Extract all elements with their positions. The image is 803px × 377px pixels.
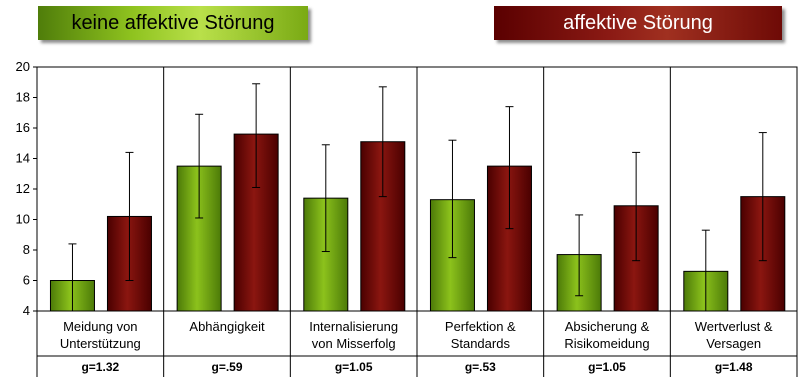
effect-size-label-0: g=1.32 bbox=[81, 360, 119, 374]
legend-green-label: keine affektive Störung bbox=[71, 11, 275, 34]
effect-size-label-3: g=.53 bbox=[465, 360, 496, 374]
legend-red-label: affektive Störung bbox=[563, 11, 713, 34]
category-label-2-line-0: Internalisierung bbox=[309, 319, 398, 334]
category-label-1-line-0: Abhängigkeit bbox=[189, 319, 265, 334]
category-label-5-line-1: Versagen bbox=[706, 336, 761, 351]
category-label-3-line-1: Standards bbox=[451, 336, 511, 351]
effect-size-label-4: g=1.05 bbox=[588, 360, 626, 374]
category-label-3-line-0: Perfektion & bbox=[445, 319, 516, 334]
category-label-0-line-0: Meidung von bbox=[63, 319, 137, 334]
y-tick-label-0: 4 bbox=[23, 303, 30, 318]
legend-affective-disorder: affektive Störung bbox=[494, 6, 782, 40]
y-tick-label-2: 8 bbox=[23, 242, 30, 257]
category-label-4-line-1: Risikomeidung bbox=[564, 336, 649, 351]
y-tick-label-3: 10 bbox=[16, 212, 30, 227]
category-label-5-line-0: Wertverlust & bbox=[695, 319, 773, 334]
effect-size-label-2: g=1.05 bbox=[335, 360, 373, 374]
category-label-2-line-1: von Misserfolg bbox=[312, 336, 396, 351]
y-tick-label-6: 16 bbox=[16, 120, 30, 135]
legend-no-affective-disorder: keine affektive Störung bbox=[38, 6, 308, 40]
effect-size-label-5: g=1.48 bbox=[715, 360, 753, 374]
y-tick-label-1: 6 bbox=[23, 273, 30, 288]
y-tick-label-5: 14 bbox=[16, 151, 30, 166]
y-tick-label-8: 20 bbox=[16, 59, 30, 74]
effect-size-label-1: g=.59 bbox=[211, 360, 242, 374]
category-label-4-line-0: Absicherung & bbox=[565, 319, 650, 334]
y-tick-label-4: 12 bbox=[16, 181, 30, 196]
y-tick-label-7: 18 bbox=[16, 90, 30, 105]
category-label-0-line-1: Unterstützung bbox=[60, 336, 141, 351]
